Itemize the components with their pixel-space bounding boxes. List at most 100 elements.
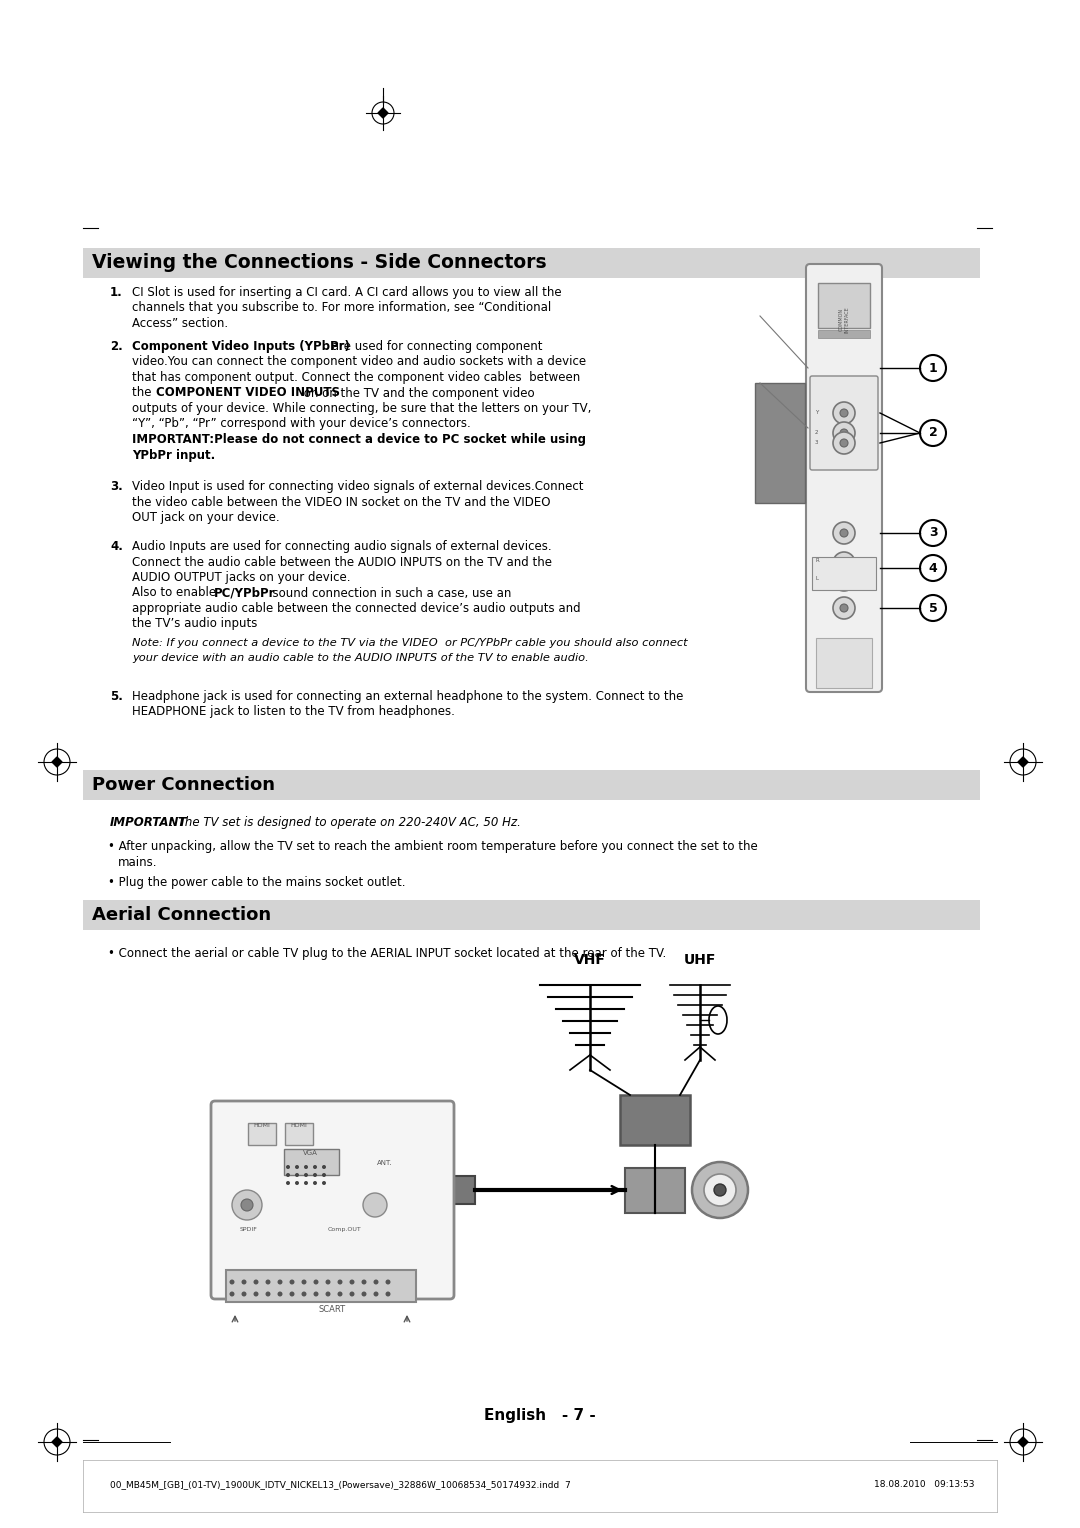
Circle shape bbox=[313, 1291, 319, 1296]
Polygon shape bbox=[1018, 756, 1028, 767]
Bar bbox=[226, 1270, 416, 1302]
Text: 4: 4 bbox=[929, 561, 937, 575]
Polygon shape bbox=[1018, 1436, 1028, 1447]
Circle shape bbox=[833, 568, 855, 591]
Bar bbox=[437, 1180, 447, 1199]
Circle shape bbox=[286, 1164, 291, 1169]
Circle shape bbox=[278, 1279, 283, 1285]
Circle shape bbox=[386, 1291, 391, 1296]
Circle shape bbox=[254, 1291, 258, 1296]
Circle shape bbox=[350, 1279, 354, 1285]
Circle shape bbox=[362, 1279, 366, 1285]
Text: OUT jack on your device.: OUT jack on your device. bbox=[132, 510, 280, 524]
Circle shape bbox=[840, 559, 848, 567]
Circle shape bbox=[362, 1291, 366, 1296]
Text: Headphone jack is used for connecting an external headphone to the system. Conne: Headphone jack is used for connecting an… bbox=[132, 691, 684, 703]
Circle shape bbox=[322, 1174, 326, 1177]
Text: Note: If you connect a device to the TV via the VIDEO  or PC/YPbPr cable you sho: Note: If you connect a device to the TV … bbox=[132, 637, 688, 648]
Circle shape bbox=[232, 1190, 262, 1219]
Circle shape bbox=[313, 1181, 318, 1186]
Bar bbox=[620, 1096, 690, 1144]
Text: the video cable between the VIDEO IN socket on the TV and the VIDEO: the video cable between the VIDEO IN soc… bbox=[132, 495, 551, 509]
Text: 1: 1 bbox=[929, 362, 937, 374]
Circle shape bbox=[303, 1174, 308, 1177]
Text: “Y”, “Pb”, “Pr” correspond with your device’s connectors.: “Y”, “Pb”, “Pr” correspond with your dev… bbox=[132, 417, 471, 431]
Circle shape bbox=[313, 1174, 318, 1177]
Text: AUDIO OUTPUT jacks on your device.: AUDIO OUTPUT jacks on your device. bbox=[132, 571, 351, 584]
Bar bbox=[818, 283, 870, 329]
Circle shape bbox=[241, 1199, 253, 1212]
Circle shape bbox=[295, 1164, 299, 1169]
Circle shape bbox=[301, 1279, 307, 1285]
Circle shape bbox=[840, 439, 848, 448]
Bar bbox=[285, 1123, 313, 1144]
Polygon shape bbox=[52, 756, 62, 767]
Text: 5.: 5. bbox=[110, 691, 123, 703]
Bar bbox=[83, 770, 980, 801]
Text: 3: 3 bbox=[929, 527, 937, 539]
Circle shape bbox=[920, 594, 946, 620]
Text: Y: Y bbox=[815, 411, 819, 416]
Text: 3.: 3. bbox=[110, 480, 123, 494]
Text: on on the TV and the component video: on on the TV and the component video bbox=[300, 387, 535, 399]
Text: : The TV set is designed to operate on 220-240V AC, 50 Hz.: : The TV set is designed to operate on 2… bbox=[170, 816, 521, 830]
Text: 2: 2 bbox=[815, 431, 819, 435]
Text: 18.08.2010   09:13:53: 18.08.2010 09:13:53 bbox=[875, 1481, 975, 1488]
Text: HDMI: HDMI bbox=[291, 1123, 307, 1128]
Bar bbox=[625, 1167, 685, 1213]
Circle shape bbox=[714, 1184, 726, 1196]
Text: sound connection in such a case, use an: sound connection in such a case, use an bbox=[265, 587, 511, 599]
Circle shape bbox=[692, 1161, 748, 1218]
Bar bbox=[812, 558, 876, 590]
Text: Comp.OUT: Comp.OUT bbox=[328, 1227, 362, 1232]
FancyBboxPatch shape bbox=[806, 264, 882, 692]
Text: IMPORTANT: IMPORTANT bbox=[110, 816, 187, 830]
Polygon shape bbox=[378, 108, 388, 118]
Circle shape bbox=[840, 410, 848, 417]
Text: COMPONENT VIDEO INPUTS: COMPONENT VIDEO INPUTS bbox=[156, 387, 340, 399]
Text: the: the bbox=[132, 387, 156, 399]
Text: 1.: 1. bbox=[110, 286, 123, 299]
Text: Access” section.: Access” section. bbox=[132, 316, 228, 330]
Circle shape bbox=[301, 1291, 307, 1296]
Circle shape bbox=[920, 555, 946, 581]
Bar bbox=[818, 330, 870, 338]
Circle shape bbox=[840, 576, 848, 584]
Text: Connect the audio cable between the AUDIO INPUTS on the TV and the: Connect the audio cable between the AUDI… bbox=[132, 556, 552, 568]
Text: • Connect the aerial or cable TV plug to the AERIAL INPUT socket located at the : • Connect the aerial or cable TV plug to… bbox=[108, 947, 666, 960]
Text: appropriate audio cable between the connected device’s audio outputs and: appropriate audio cable between the conn… bbox=[132, 602, 581, 614]
Text: that has component output. Connect the component video cables  between: that has component output. Connect the c… bbox=[132, 371, 580, 384]
Circle shape bbox=[704, 1174, 735, 1206]
Circle shape bbox=[833, 432, 855, 454]
FancyBboxPatch shape bbox=[211, 1102, 454, 1299]
Circle shape bbox=[278, 1291, 283, 1296]
Text: Aerial Connection: Aerial Connection bbox=[92, 906, 271, 924]
Circle shape bbox=[242, 1291, 246, 1296]
Text: 2: 2 bbox=[929, 426, 937, 440]
Circle shape bbox=[374, 1279, 378, 1285]
Text: • Plug the power cable to the mains socket outlet.: • Plug the power cable to the mains sock… bbox=[108, 876, 405, 889]
Text: video.You can connect the component video and audio sockets with a device: video.You can connect the component vide… bbox=[132, 356, 586, 368]
Text: SPDIF: SPDIF bbox=[240, 1227, 258, 1232]
Text: your device with an audio cable to the AUDIO INPUTS of the TV to enable audio.: your device with an audio cable to the A… bbox=[132, 652, 589, 663]
Bar bbox=[83, 900, 980, 931]
Text: Also to enable: Also to enable bbox=[132, 587, 220, 599]
Text: Component Video Inputs (YPbPr): Component Video Inputs (YPbPr) bbox=[132, 341, 350, 353]
Circle shape bbox=[350, 1291, 354, 1296]
Circle shape bbox=[313, 1279, 319, 1285]
Circle shape bbox=[337, 1291, 342, 1296]
Circle shape bbox=[286, 1174, 291, 1177]
Text: HDMI: HDMI bbox=[253, 1123, 270, 1128]
Circle shape bbox=[289, 1291, 295, 1296]
Text: 2.: 2. bbox=[110, 341, 123, 353]
Circle shape bbox=[840, 429, 848, 437]
Circle shape bbox=[833, 402, 855, 423]
Text: IMPORTANT:Please do not connect a device to PC socket while using: IMPORTANT:Please do not connect a device… bbox=[132, 432, 586, 446]
Circle shape bbox=[920, 420, 946, 446]
Circle shape bbox=[840, 529, 848, 536]
Text: COMMON
INTERFACE: COMMON INTERFACE bbox=[838, 306, 849, 333]
Circle shape bbox=[286, 1181, 291, 1186]
Circle shape bbox=[289, 1279, 295, 1285]
Bar bbox=[755, 384, 805, 503]
Text: YPbPr input.: YPbPr input. bbox=[132, 449, 215, 461]
